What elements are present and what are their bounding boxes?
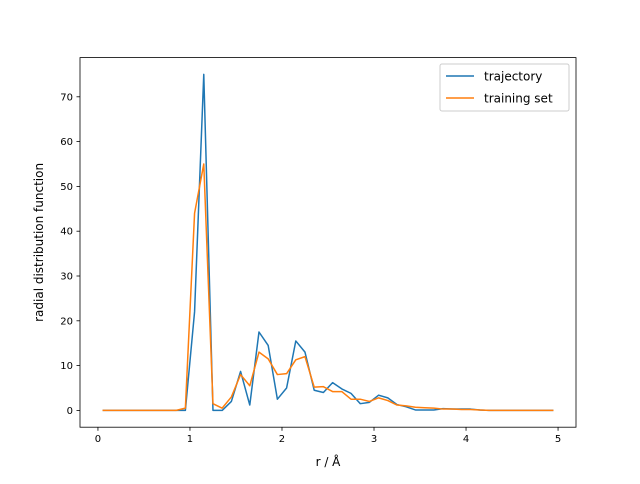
axes-frame: [79, 57, 577, 428]
x-axis-label: r / Å: [316, 454, 342, 469]
series-line-trajectory: [102, 73, 554, 412]
y-tick-label: 60: [60, 137, 73, 148]
x-tick-label: 3: [371, 434, 377, 445]
y-tick-label: 70: [60, 92, 73, 103]
series-layer: [102, 73, 554, 412]
y-tick-label: 30: [60, 272, 73, 283]
x-tick-label: 4: [463, 434, 469, 445]
y-tick-label: 10: [60, 361, 73, 372]
legend: trajectory training set: [439, 63, 570, 112]
legend-label-training-set: training set: [484, 92, 553, 106]
x-tick-label: 0: [95, 434, 101, 445]
x-tick-label: 5: [555, 434, 561, 445]
series-line-training-set: [102, 163, 554, 412]
y-axis: 0 10 20 30 40 50 60 70: [60, 92, 80, 417]
y-tick-label: 20: [60, 316, 73, 327]
y-axis-label: radial distribution function: [32, 163, 46, 322]
x-axis: 0 1 2 3 4 5: [95, 427, 561, 445]
x-tick-label: 1: [187, 434, 193, 445]
y-tick-label: 40: [60, 227, 73, 238]
y-tick-label: 0: [67, 406, 73, 417]
legend-label-trajectory: trajectory: [484, 70, 542, 84]
y-tick-label: 50: [60, 182, 73, 193]
x-tick-label: 2: [279, 434, 285, 445]
